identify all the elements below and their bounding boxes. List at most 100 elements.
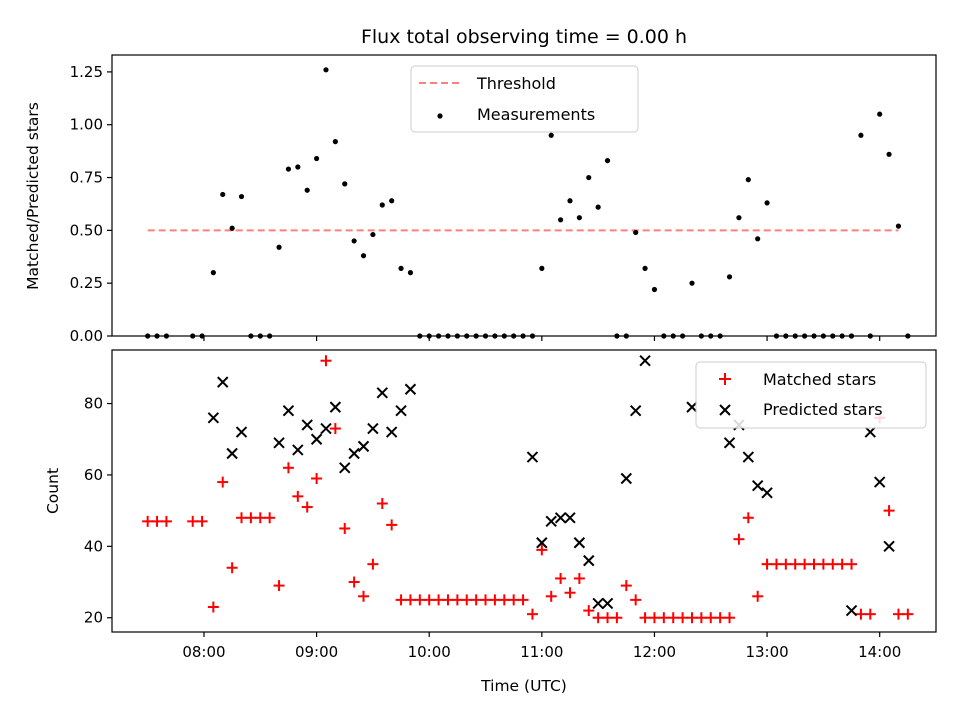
- predicted-star-point: [207, 412, 220, 424]
- x-tick-label: 08:00: [182, 643, 225, 661]
- predicted-star-point: [723, 437, 736, 449]
- measurement-point: [220, 191, 226, 198]
- matched-star-point: [217, 476, 229, 488]
- measurement-point: [548, 132, 554, 138]
- matched-star-point: [292, 490, 304, 502]
- predicted-star-point: [385, 426, 398, 438]
- predicted-star-point: [545, 515, 557, 528]
- bottom-y-tick-label: 20: [84, 609, 103, 627]
- bottom-y-ticks: 20 40 60 80: [84, 395, 112, 627]
- matched-star-point: [630, 594, 642, 606]
- x-axis-label: Time (UTC): [480, 677, 567, 695]
- matched-star-point: [846, 558, 858, 570]
- top-y-ticks: 0.00 0.25 0.50 0.75 1.00 1.25: [70, 63, 112, 345]
- top-y-tick-label: 0.25: [70, 274, 103, 292]
- predicted-star-point: [310, 433, 323, 445]
- predicted-star-point: [292, 444, 304, 456]
- matched-star-point: [545, 590, 557, 602]
- predicted-legend-label: Predicted stars: [763, 400, 883, 419]
- matched-star-point: [404, 594, 416, 606]
- predicted-star-point: [404, 383, 417, 395]
- matched-star-point: [536, 544, 548, 556]
- predicted-star-point: [620, 472, 633, 485]
- matched-star-point: [827, 558, 839, 570]
- predicted-star-point: [339, 462, 351, 474]
- matched-star-point: [658, 612, 670, 624]
- top-x-ticks: [203, 336, 881, 341]
- measurement-point: [576, 215, 582, 221]
- matched-star-point: [611, 612, 623, 624]
- matched-star-point: [329, 423, 341, 435]
- measurement-point: [407, 270, 414, 276]
- matched-star-point: [902, 608, 914, 620]
- predicted-star-point: [864, 426, 877, 438]
- matched-star-point: [226, 562, 238, 574]
- matched-star-point: [592, 612, 604, 624]
- matched-legend-swatch: [719, 373, 731, 385]
- predicted-star-point: [742, 451, 755, 463]
- matched-star-point: [461, 594, 473, 606]
- measurement-point: [895, 223, 902, 229]
- matched-star-point: [648, 612, 660, 624]
- measurement-point: [276, 244, 282, 250]
- predicted-star-point: [217, 376, 229, 388]
- matched-star-point: [433, 594, 445, 606]
- measurement-point: [351, 238, 357, 244]
- chart-title: Flux total observing time = 0.00 h: [361, 26, 687, 48]
- top-y-tick-label: 1.00: [70, 116, 103, 134]
- matched-star-point: [236, 512, 248, 524]
- measurement-point: [360, 253, 367, 259]
- matched-star-point: [808, 558, 820, 570]
- measurement-point: [342, 181, 348, 187]
- x-tick-label: 13:00: [745, 643, 788, 661]
- predicted-star-point: [761, 487, 773, 499]
- measurement-point: [755, 236, 761, 242]
- top-legend-box: [410, 65, 639, 133]
- matched-star-point: [602, 612, 614, 624]
- predicted-star-point: [282, 404, 295, 417]
- measurement-point: [595, 204, 601, 210]
- top-panel: 0.00 0.25 0.50 0.75 1.00 1.25 Matched/Predict…: [24, 54, 937, 345]
- matched-star-point: [883, 505, 895, 517]
- matched-star-point: [695, 612, 707, 624]
- measurement-point: [313, 155, 320, 162]
- matched-star-point: [667, 612, 679, 624]
- predicted-star-point: [320, 422, 332, 435]
- measurement-point: [689, 280, 695, 286]
- measurement-point: [229, 225, 235, 231]
- matched-star-point: [358, 590, 370, 602]
- matched-star-point: [273, 580, 285, 592]
- bottom-legend-box: [695, 361, 927, 429]
- top-y-tick-label: 0.00: [70, 327, 103, 345]
- predicted-star-point: [883, 540, 895, 553]
- measurement-point: [651, 286, 658, 293]
- matched-star-point: [855, 608, 867, 620]
- predicted-star-point: [348, 447, 360, 460]
- bottom-y-tick-label: 80: [84, 395, 103, 413]
- measurement-point: [642, 265, 648, 271]
- x-tick-label: 10:00: [408, 643, 451, 661]
- predicted-star-point: [273, 437, 285, 449]
- measurement-points: [145, 67, 911, 339]
- measurement-point: [586, 174, 592, 181]
- top-legend: Threshold Measurements: [410, 65, 639, 133]
- matched-star-point: [348, 576, 360, 588]
- matched-star-point: [583, 605, 595, 617]
- predicted-star-point: [845, 604, 858, 617]
- matched-star-point: [498, 594, 510, 606]
- measurement-point: [398, 265, 404, 271]
- matched-star-point: [836, 558, 848, 570]
- matched-star-point: [705, 612, 717, 624]
- predicted-star-point: [367, 422, 379, 435]
- matched-star-point: [780, 558, 792, 570]
- predicted-star-point: [536, 537, 548, 549]
- measurement-point: [332, 139, 338, 145]
- matched-star-point: [892, 608, 904, 620]
- matched-star-point: [245, 512, 257, 524]
- matched-star-point: [320, 355, 332, 367]
- threshold-legend-label: Threshold: [476, 74, 556, 93]
- x-tick-label: 14:00: [858, 643, 901, 661]
- top-y-tick-label: 0.50: [70, 221, 103, 239]
- measurement-point: [736, 215, 742, 221]
- predicted-star-point: [357, 440, 370, 453]
